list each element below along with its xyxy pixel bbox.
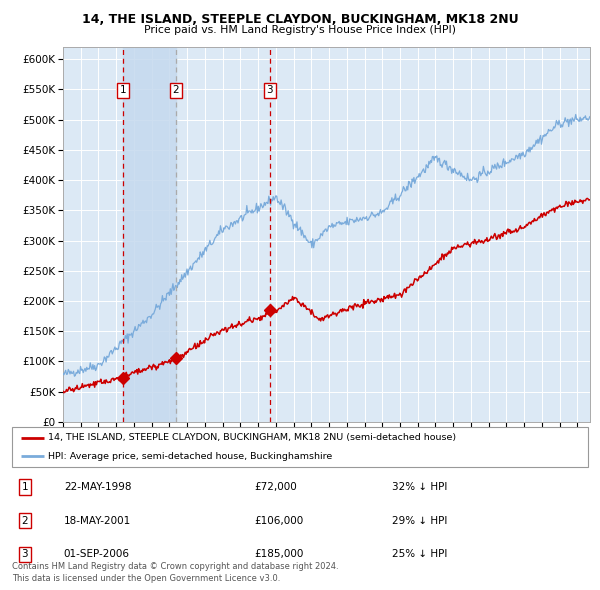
Text: 32% ↓ HPI: 32% ↓ HPI xyxy=(392,482,448,492)
Text: 22-MAY-1998: 22-MAY-1998 xyxy=(64,482,131,492)
Text: 29% ↓ HPI: 29% ↓ HPI xyxy=(392,516,448,526)
Bar xyxy=(123,47,176,422)
Text: 18-MAY-2001: 18-MAY-2001 xyxy=(64,516,131,526)
Text: 14, THE ISLAND, STEEPLE CLAYDON, BUCKINGHAM, MK18 2NU: 14, THE ISLAND, STEEPLE CLAYDON, BUCKING… xyxy=(82,13,518,26)
Text: 1: 1 xyxy=(119,86,126,95)
Text: £106,000: £106,000 xyxy=(254,516,303,526)
Text: £185,000: £185,000 xyxy=(254,549,303,559)
Text: £72,000: £72,000 xyxy=(254,482,296,492)
Text: HPI: Average price, semi-detached house, Buckinghamshire: HPI: Average price, semi-detached house,… xyxy=(48,452,332,461)
Text: Contains HM Land Registry data © Crown copyright and database right 2024.
This d: Contains HM Land Registry data © Crown c… xyxy=(12,562,338,583)
Text: 2: 2 xyxy=(173,86,179,95)
Text: 3: 3 xyxy=(266,86,273,95)
Text: 01-SEP-2006: 01-SEP-2006 xyxy=(64,549,130,559)
Text: 1: 1 xyxy=(22,482,28,492)
Text: 14, THE ISLAND, STEEPLE CLAYDON, BUCKINGHAM, MK18 2NU (semi-detached house): 14, THE ISLAND, STEEPLE CLAYDON, BUCKING… xyxy=(48,434,456,442)
Text: 2: 2 xyxy=(22,516,28,526)
Text: 25% ↓ HPI: 25% ↓ HPI xyxy=(392,549,448,559)
Text: Price paid vs. HM Land Registry's House Price Index (HPI): Price paid vs. HM Land Registry's House … xyxy=(144,25,456,35)
Text: 3: 3 xyxy=(22,549,28,559)
